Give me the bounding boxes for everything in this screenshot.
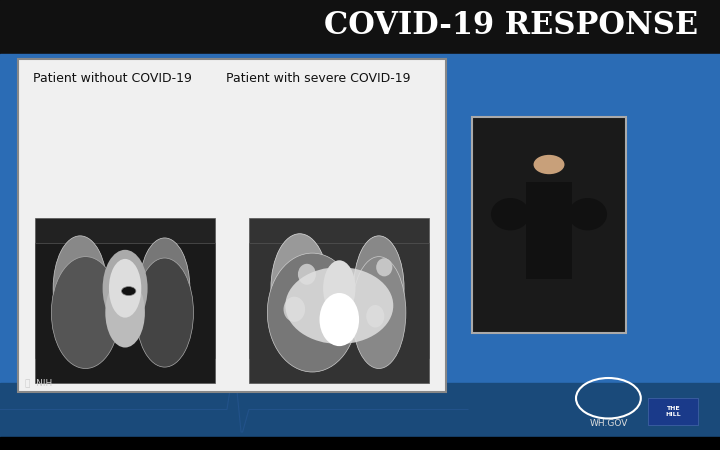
Ellipse shape [352,256,406,369]
Ellipse shape [140,238,190,338]
Circle shape [122,287,136,296]
Bar [249,218,429,358]
Bar [35,243,215,382]
Bar [0,436,720,450]
FancyBboxPatch shape [18,58,446,392]
Text: 🎥  NIH: 🎥 NIH [25,378,53,387]
Ellipse shape [103,250,148,327]
Ellipse shape [354,236,404,341]
Ellipse shape [271,234,328,343]
Bar [0,0,720,54]
Ellipse shape [366,305,384,328]
Ellipse shape [376,258,392,276]
Ellipse shape [323,260,356,316]
Bar [249,243,429,382]
Ellipse shape [284,297,305,322]
Text: COVID-19 RESPONSE: COVID-19 RESPONSE [324,9,698,40]
Bar [35,218,215,358]
Ellipse shape [285,267,393,344]
Ellipse shape [568,198,607,230]
Circle shape [534,155,564,174]
Text: Patient without COVID-19: Patient without COVID-19 [33,72,192,85]
Ellipse shape [298,264,316,285]
Text: THE
HILL: THE HILL [665,406,681,417]
Ellipse shape [136,258,194,367]
Ellipse shape [53,236,107,341]
Bar [0,54,720,450]
Ellipse shape [51,256,120,369]
Text: Patient with severe COVID-19: Patient with severe COVID-19 [225,72,410,85]
Text: WH.GOV: WH.GOV [589,418,628,427]
FancyBboxPatch shape [472,117,626,333]
Bar [648,398,698,425]
Ellipse shape [320,293,359,346]
Ellipse shape [267,253,357,372]
Bar [0,382,720,450]
Bar [526,182,572,279]
Ellipse shape [491,198,530,230]
Ellipse shape [109,259,141,318]
Ellipse shape [105,278,145,347]
